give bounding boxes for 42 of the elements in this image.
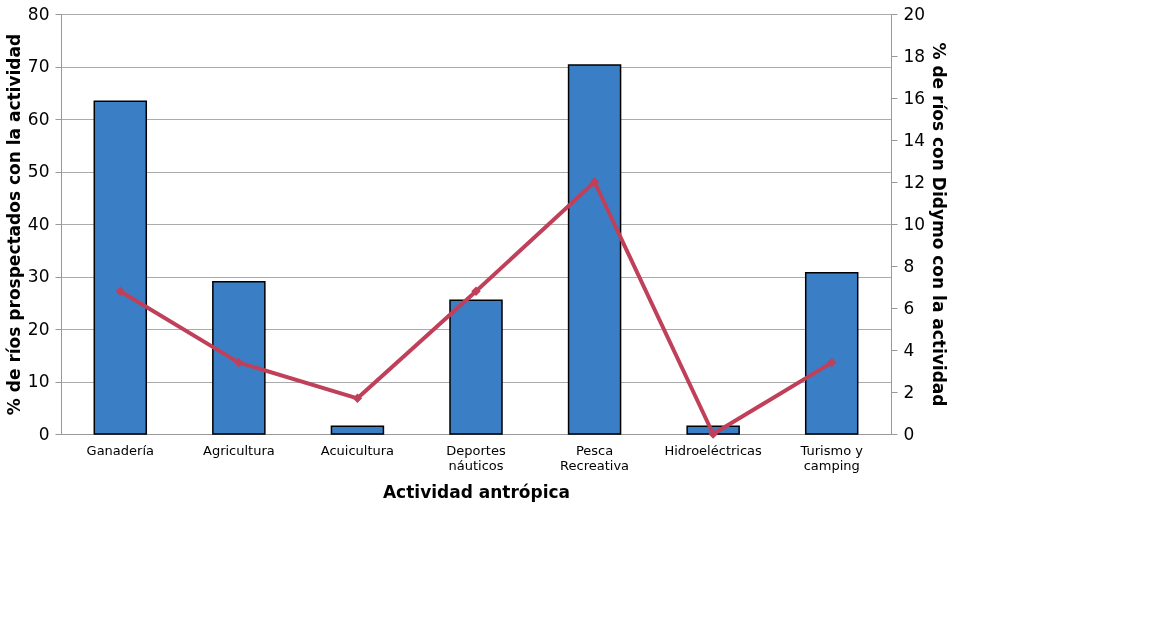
y-tick-label: 70	[27, 56, 50, 76]
bar	[567, 64, 622, 435]
bar	[804, 272, 859, 435]
point	[234, 357, 244, 368]
point	[115, 286, 126, 296]
x-tick-label: Acuicultura	[320, 442, 395, 458]
y-tick-label: 50	[27, 161, 50, 181]
y2-tick-label: 6	[903, 297, 915, 318]
point	[352, 393, 363, 404]
bar	[330, 425, 385, 435]
y2-axis-title: % de ríos con Didymo con la actividad	[929, 42, 950, 407]
y2-tick-label: 20	[903, 3, 926, 24]
point	[826, 357, 837, 368]
y2-tick-label: 10	[903, 213, 926, 234]
x-tick-label: Turismo y camping	[799, 442, 864, 473]
y-tick-label: 80	[27, 3, 50, 24]
bar	[93, 100, 148, 435]
x-tick-label: Deportes náuticos	[446, 442, 506, 473]
x-tick-label: Pesca Recreativa	[560, 442, 630, 473]
point	[589, 177, 600, 187]
x-tick-label: Hidroeléctricas	[664, 442, 763, 458]
y2-tick-label: 16	[903, 87, 926, 108]
y-tick-label: 60	[27, 108, 50, 129]
y2-tick-label: 0	[903, 423, 915, 444]
y2-tick-label: 8	[903, 255, 915, 276]
y-tick-label: 20	[27, 318, 50, 339]
y-tick-label: 0	[38, 423, 50, 444]
bar	[212, 281, 266, 435]
x-tick-label: Agricultura	[202, 442, 275, 458]
y2-tick-label: 14	[903, 129, 926, 150]
x-axis-title: Actividad antrópica	[382, 481, 571, 502]
y2-tick-label: 18	[903, 45, 926, 66]
y-tick-label: 40	[27, 213, 50, 234]
bar	[449, 299, 503, 435]
y-tick-label: 10	[27, 371, 50, 391]
y2-tick-label: 12	[903, 171, 926, 192]
y-axis-title: % de ríos prospectados con la actividad	[3, 33, 24, 416]
y2-tick-label: 4	[903, 339, 915, 360]
x-tick-label: Ganadería	[86, 442, 154, 458]
y-tick-label: 30	[27, 266, 50, 286]
y2-tick-label: 2	[903, 381, 915, 402]
point	[708, 429, 718, 439]
